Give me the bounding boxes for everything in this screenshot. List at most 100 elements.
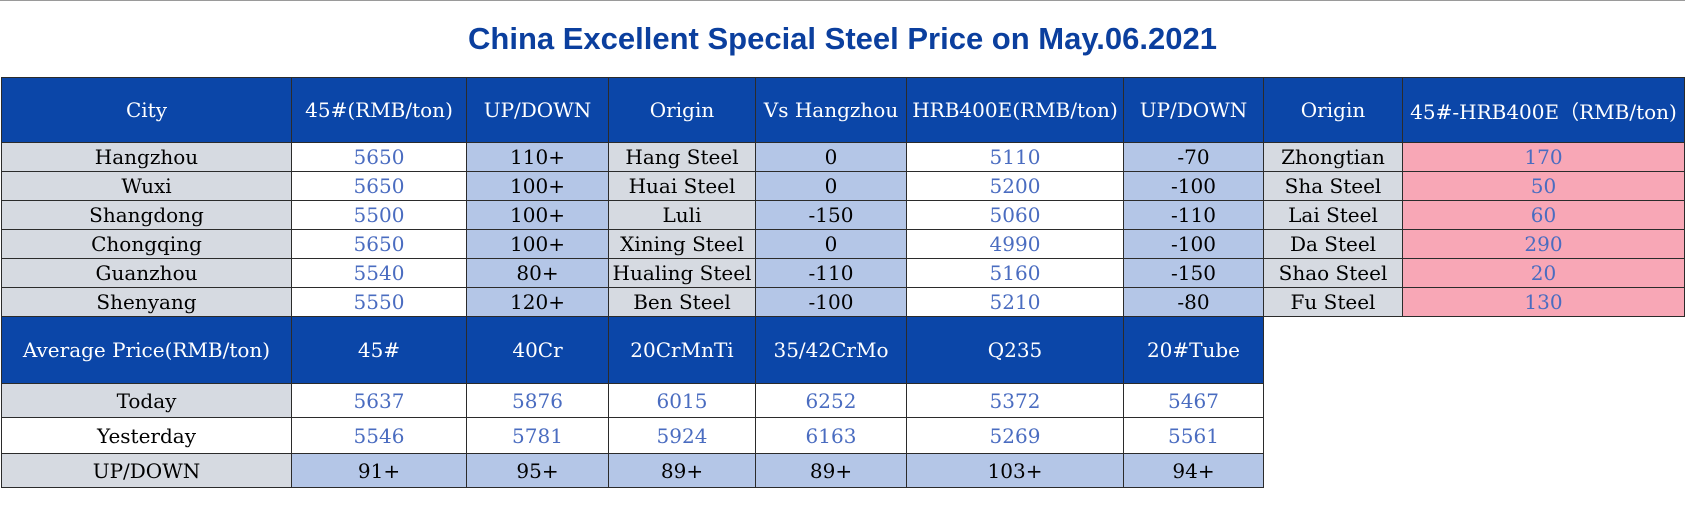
table-row: Chongqing 5650 100+ Xining Steel 0 4990 … [1, 229, 1685, 259]
origin-45-cell[interactable]: Hang Steel [608, 142, 756, 172]
diff-cell[interactable]: 290 [1402, 229, 1685, 259]
price-hrb-cell[interactable]: 5110 [906, 142, 1124, 172]
city-cell[interactable]: Guanzhou [1, 258, 292, 288]
updown-45-cell[interactable]: 120+ [466, 287, 609, 317]
vs-hangzhou-cell[interactable]: -100 [755, 287, 907, 317]
price-45-cell[interactable]: 5650 [291, 229, 467, 259]
avg-updown-cell[interactable]: 94+ [1123, 453, 1264, 488]
avg-cell[interactable]: 6015 [608, 383, 756, 418]
origin-45-cell[interactable]: Hualing Steel [608, 258, 756, 288]
price-45-cell[interactable]: 5540 [291, 258, 467, 288]
price-hrb-cell[interactable]: 5160 [906, 258, 1124, 288]
updown-hrb-cell[interactable]: -70 [1123, 142, 1264, 172]
avg-cell[interactable]: 5637 [291, 383, 467, 418]
updown-45-cell[interactable]: 100+ [466, 229, 609, 259]
price-45-cell[interactable]: 5650 [291, 171, 467, 201]
diff-cell[interactable]: 60 [1402, 200, 1685, 230]
header-45-price[interactable]: 45#(RMB/ton) [291, 77, 467, 143]
header-vs-hangzhou[interactable]: Vs Hangzhou [755, 77, 907, 143]
origin-hrb-cell[interactable]: Shao Steel [1263, 258, 1403, 288]
origin-hrb-cell[interactable]: Zhongtian [1263, 142, 1403, 172]
avg-updown-cell[interactable]: 89+ [608, 453, 756, 488]
updown-hrb-cell[interactable]: -100 [1123, 171, 1264, 201]
table-row: Shangdong 5500 100+ Luli -150 5060 -110 … [1, 200, 1685, 230]
header-hrb400e-price[interactable]: HRB400E(RMB/ton) [906, 77, 1124, 143]
updown-45-cell[interactable]: 110+ [466, 142, 609, 172]
origin-hrb-cell[interactable]: Lai Steel [1263, 200, 1403, 230]
avg-updown-cell[interactable]: 89+ [755, 453, 907, 488]
avg-cell[interactable]: 6163 [755, 417, 907, 454]
city-cell[interactable]: Hangzhou [1, 142, 292, 172]
updown-hrb-cell[interactable]: -80 [1123, 287, 1264, 317]
header-average-price[interactable]: Average Price(RMB/ton) [1, 316, 292, 384]
origin-hrb-cell[interactable]: Sha Steel [1263, 171, 1403, 201]
header-grade-40cr[interactable]: 40Cr [466, 316, 609, 384]
city-cell[interactable]: Chongqing [1, 229, 292, 259]
diff-cell[interactable]: 50 [1402, 171, 1685, 201]
table-row-updown: UP/DOWN 91+ 95+ 89+ 89+ 103+ 94+ [1, 453, 1685, 488]
price-hrb-cell[interactable]: 5210 [906, 287, 1124, 317]
price-hrb-cell[interactable]: 5200 [906, 171, 1124, 201]
updown-hrb-cell[interactable]: -150 [1123, 258, 1264, 288]
table-row-today: Today 5637 5876 6015 6252 5372 5467 [1, 383, 1685, 418]
price-45-cell[interactable]: 5650 [291, 142, 467, 172]
avg-cell[interactable]: 5467 [1123, 383, 1264, 418]
price-45-cell[interactable]: 5550 [291, 287, 467, 317]
header-diff[interactable]: 45#-HRB400E（RMB/ton) [1402, 77, 1685, 143]
avg-cell[interactable]: 6252 [755, 383, 907, 418]
updown-45-cell[interactable]: 100+ [466, 200, 609, 230]
updown-hrb-cell[interactable]: -110 [1123, 200, 1264, 230]
origin-hrb-cell[interactable]: Fu Steel [1263, 287, 1403, 317]
origin-45-cell[interactable]: Luli [608, 200, 756, 230]
avg-cell[interactable]: 5546 [291, 417, 467, 454]
row-label-updown[interactable]: UP/DOWN [1, 453, 292, 488]
header-origin-hrb[interactable]: Origin [1263, 77, 1403, 143]
avg-cell[interactable]: 5876 [466, 383, 609, 418]
avg-cell[interactable]: 5781 [466, 417, 609, 454]
avg-cell[interactable]: 5924 [608, 417, 756, 454]
avg-cell[interactable]: 5561 [1123, 417, 1264, 454]
row-label-yesterday[interactable]: Yesterday [1, 417, 292, 454]
page-title: China Excellent Special Steel Price on M… [0, 0, 1685, 77]
header-grade-45[interactable]: 45# [291, 316, 467, 384]
origin-45-cell[interactable]: Ben Steel [608, 287, 756, 317]
header-grade-35-42crmo[interactable]: 35/42CrMo [755, 316, 907, 384]
header-updown-hrb[interactable]: UP/DOWN [1123, 77, 1264, 143]
city-cell[interactable]: Shangdong [1, 200, 292, 230]
updown-hrb-cell[interactable]: -100 [1123, 229, 1264, 259]
price-hrb-cell[interactable]: 4990 [906, 229, 1124, 259]
diff-cell[interactable]: 20 [1402, 258, 1685, 288]
header-updown-45[interactable]: UP/DOWN [466, 77, 609, 143]
updown-45-cell[interactable]: 80+ [466, 258, 609, 288]
origin-45-cell[interactable]: Huai Steel [608, 171, 756, 201]
city-cell[interactable]: Wuxi [1, 171, 292, 201]
price-hrb-cell[interactable]: 5060 [906, 200, 1124, 230]
vs-hangzhou-cell[interactable]: -150 [755, 200, 907, 230]
diff-cell[interactable]: 170 [1402, 142, 1685, 172]
table-row: Shenyang 5550 120+ Ben Steel -100 5210 -… [1, 287, 1685, 317]
origin-45-cell[interactable]: Xining Steel [608, 229, 756, 259]
avg-cell[interactable]: 5372 [906, 383, 1124, 418]
header-grade-20-tube[interactable]: 20#Tube [1123, 316, 1264, 384]
header-grade-q235[interactable]: Q235 [906, 316, 1124, 384]
updown-45-cell[interactable]: 100+ [466, 171, 609, 201]
header-row: City 45#(RMB/ton) UP/DOWN Origin Vs Hang… [1, 77, 1685, 143]
price-45-cell[interactable]: 5500 [291, 200, 467, 230]
origin-hrb-cell[interactable]: Da Steel [1263, 229, 1403, 259]
avg-updown-cell[interactable]: 103+ [906, 453, 1124, 488]
vs-hangzhou-cell[interactable]: 0 [755, 142, 907, 172]
city-cell[interactable]: Shenyang [1, 287, 292, 317]
avg-updown-cell[interactable]: 91+ [291, 453, 467, 488]
vs-hangzhou-cell[interactable]: 0 [755, 171, 907, 201]
header-city[interactable]: City [1, 77, 292, 143]
header-origin-45[interactable]: Origin [608, 77, 756, 143]
avg-cell[interactable]: 5269 [906, 417, 1124, 454]
vs-hangzhou-cell[interactable]: -110 [755, 258, 907, 288]
blank-area [1263, 383, 1685, 418]
table-row: Wuxi 5650 100+ Huai Steel 0 5200 -100 Sh… [1, 171, 1685, 201]
avg-updown-cell[interactable]: 95+ [466, 453, 609, 488]
row-label-today[interactable]: Today [1, 383, 292, 418]
header-grade-20crmnti[interactable]: 20CrMnTi [608, 316, 756, 384]
diff-cell[interactable]: 130 [1402, 287, 1685, 317]
vs-hangzhou-cell[interactable]: 0 [755, 229, 907, 259]
